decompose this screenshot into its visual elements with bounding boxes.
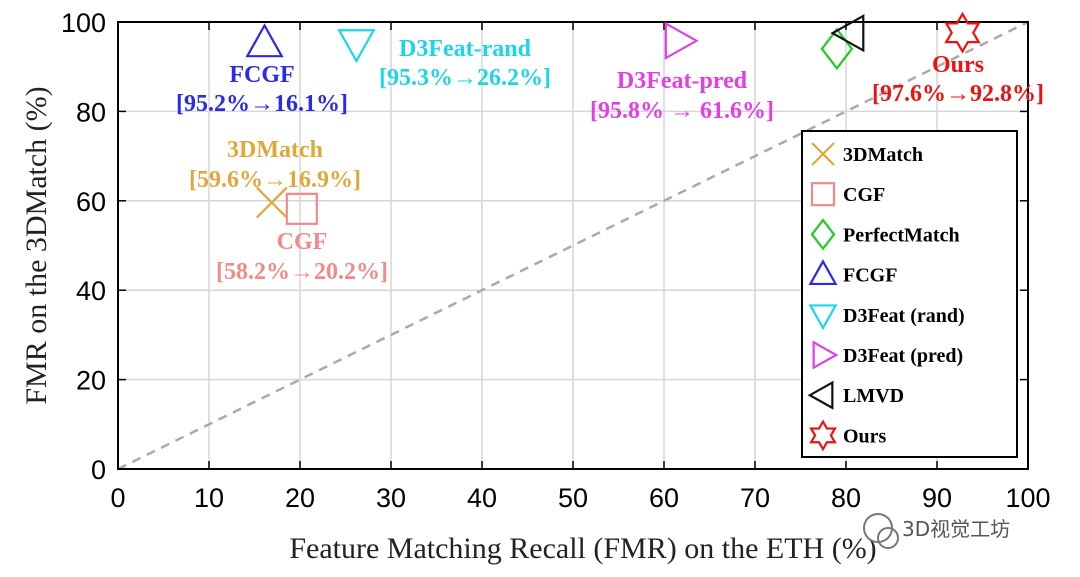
x-axis-label: Feature Matching Recall (FMR) on the ETH…	[289, 532, 876, 565]
y-tick-label: 0	[91, 455, 106, 485]
annotation-values-fcgf: [95.2%→16.1%]	[176, 91, 348, 117]
x-tick-label: 100	[1005, 483, 1050, 513]
annotation-values-d3feat-pred: [95.8% → 61.6%]	[590, 98, 774, 124]
x-tick-label: 30	[376, 483, 406, 513]
diagonal-reference-line	[117, 20, 1029, 471]
y-axis-label: FMR on the 3DMatch (%)	[20, 86, 53, 404]
point-fcgf	[245, 23, 284, 58]
x-tick-label: 0	[110, 483, 125, 513]
annotation-values-3dmatch: [59.6%→16.9%]	[189, 167, 361, 193]
y-tick-label: 80	[76, 97, 106, 127]
point-cgf	[285, 192, 318, 225]
point-d3feat-pred	[664, 21, 699, 60]
legend-label-d3feat-rand: D3Feat (rand)	[843, 305, 965, 327]
x-tick-label: 70	[740, 483, 770, 513]
point-lmvd	[830, 14, 865, 53]
annotation-name-d3feat-rand: D3Feat-rand	[399, 36, 532, 62]
y-tick-label: 40	[76, 276, 106, 306]
x-tick-label: 80	[831, 483, 861, 513]
axis-ticks: 0 10 20 30 40 50 60 70 80 90 100 0 20 40 60 80 100	[61, 8, 1051, 513]
legend-label-d3feat-pred: D3Feat (pred)	[843, 345, 963, 367]
x-tick-label: 20	[285, 483, 315, 513]
annotation-name-ours: Ours	[932, 52, 984, 78]
x-tick-label: 40	[467, 483, 497, 513]
legend-marker-lmvd	[807, 380, 834, 410]
annotation-name-cgf: CGF	[277, 229, 328, 255]
x-tick-label: 10	[194, 483, 224, 513]
legend-label-3dmatch: 3DMatch	[843, 144, 923, 166]
legend-marker-cgf	[810, 182, 836, 207]
x-tick-label: 90	[922, 483, 952, 513]
legend-marker-d3feat-pred	[812, 340, 839, 370]
point-3dmatch-stroke	[256, 186, 288, 219]
y-tick-label: 60	[76, 187, 106, 217]
x-tick-label: 60	[649, 483, 679, 513]
legend-marker-ours	[809, 419, 837, 452]
point-d3feat-rand	[337, 29, 376, 64]
legend-marker-d3feat-rand	[808, 304, 838, 331]
annotation-name-3dmatch: 3DMatch	[227, 137, 323, 163]
legend-label-perfectmatch: PerfectMatch	[843, 224, 960, 246]
y-tick-label: 20	[76, 366, 106, 396]
legend-label-lmvd: LMVD	[843, 385, 904, 407]
legend-box	[801, 130, 1018, 458]
legend-label-ours: Ours	[843, 425, 887, 447]
point-3dmatch	[256, 186, 288, 219]
legend-marker-3dmatch	[811, 142, 835, 166]
legend-marker-fcgf	[808, 259, 838, 286]
legend-marker-3dmatch-stroke	[811, 142, 835, 166]
legend: 3DMatch CGF PerfectMatch FCGF D3Feat (rand) D…	[801, 130, 1018, 458]
annotation-values-ours: [97.6%→92.8%]	[872, 81, 1044, 107]
wechat-icon-bubble	[877, 527, 899, 549]
annotation-name-d3feat-pred: D3Feat-pred	[617, 68, 748, 94]
annotations: 3DMatch [59.6%→16.9%] CGF [58.2%→20.2%] FCGF…	[176, 36, 1044, 285]
legend-label-cgf: CGF	[843, 184, 885, 206]
annotation-values-cgf: [58.2%→20.2%]	[216, 259, 388, 285]
annotation-name-fcgf: FCGF	[229, 62, 294, 88]
y-tick-label: 100	[61, 8, 106, 38]
legend-label-fcgf: FCGF	[843, 265, 897, 287]
watermark: 3D视觉工坊	[863, 513, 1010, 549]
point-ours	[944, 11, 981, 54]
watermark-text: 3D视觉工坊	[902, 517, 1010, 541]
x-tick-label: 50	[558, 483, 588, 513]
legend-marker-perfectmatch	[810, 218, 836, 251]
data-markers	[245, 11, 981, 225]
annotation-values-d3feat-rand: [95.3%→26.2%]	[379, 65, 551, 91]
